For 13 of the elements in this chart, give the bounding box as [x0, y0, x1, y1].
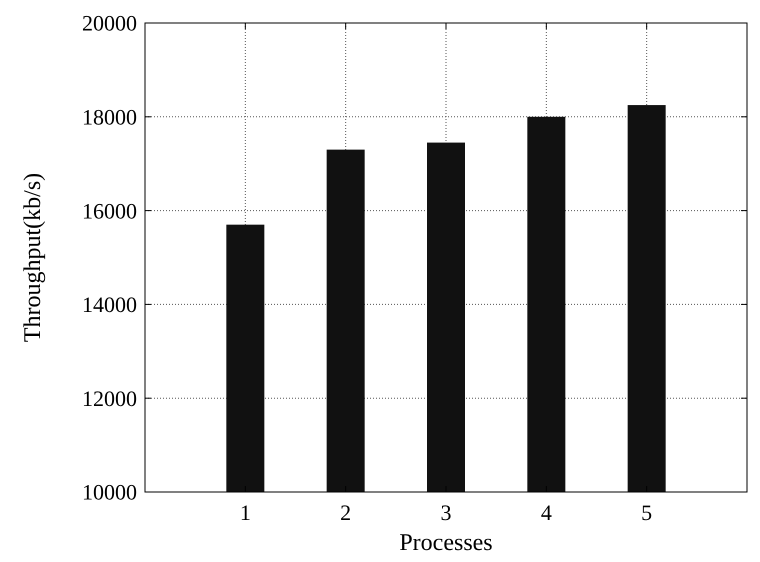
x-tick-label: 5: [641, 500, 652, 525]
x-tick-label: 2: [340, 500, 352, 525]
x-tick-label: 1: [240, 500, 251, 525]
y-tick-label: 16000: [82, 198, 137, 224]
x-tick-label: 3: [440, 500, 452, 525]
y-tick-label: 10000: [82, 480, 137, 505]
x-axis-title: Processes: [399, 530, 493, 556]
y-tick-label: 12000: [82, 386, 137, 411]
y-tick-label: 20000: [82, 10, 137, 36]
y-tick-label: 18000: [82, 104, 137, 130]
y-tick-label: 14000: [82, 292, 137, 318]
y-axis-title: Throughput(kb/s): [20, 172, 46, 342]
x-tick-label: 4: [540, 500, 552, 525]
